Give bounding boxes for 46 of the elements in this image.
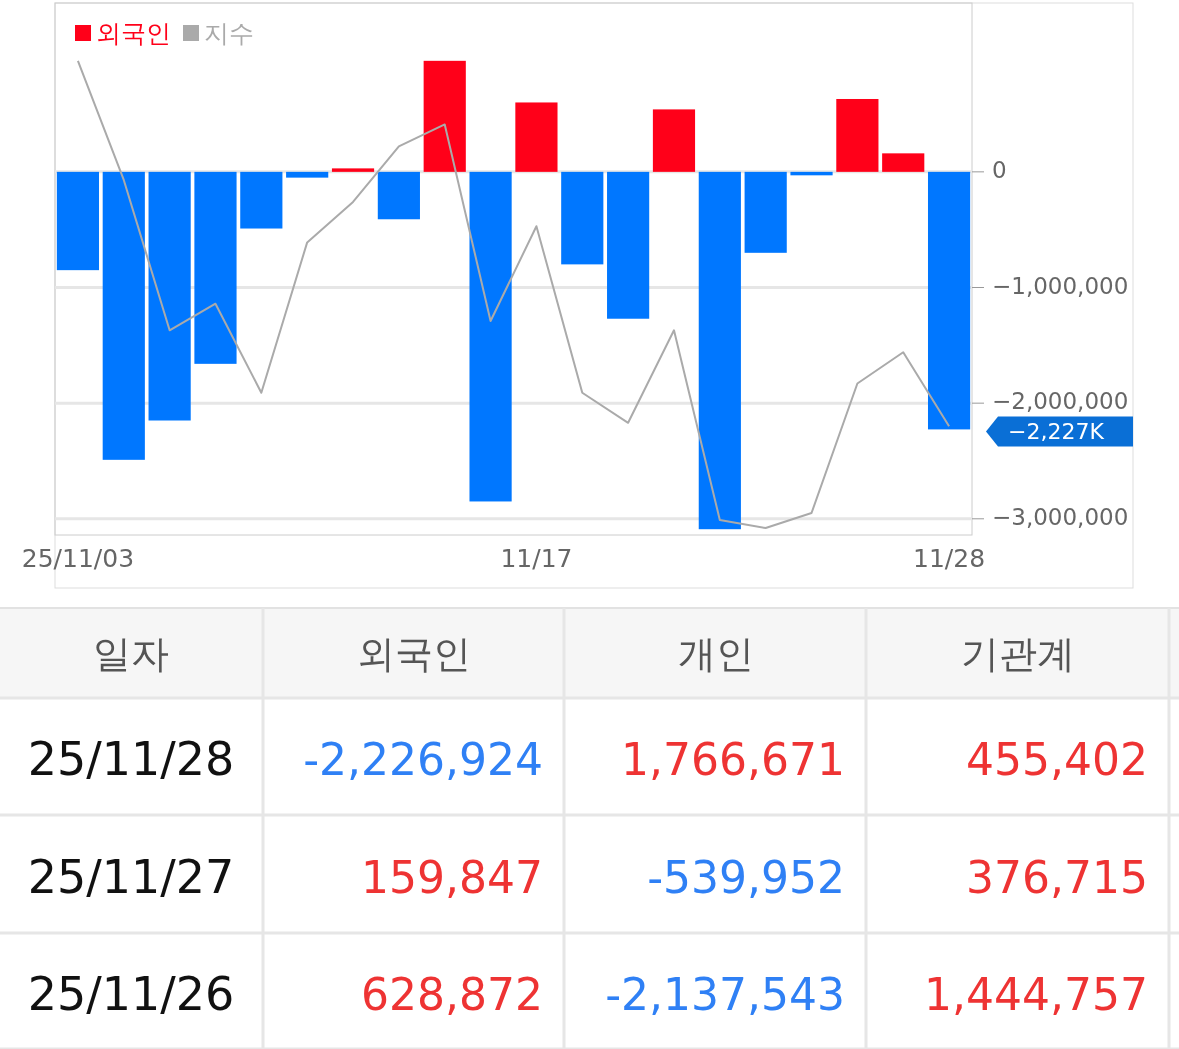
text: -2,137,543 — [605, 968, 845, 1020]
x-tick-label: 11/28 — [913, 544, 986, 573]
x-tick-label: 11/17 — [500, 544, 573, 573]
text: 1,444,757 — [924, 968, 1148, 1020]
bar — [927, 171, 971, 430]
text: 376,715 — [966, 851, 1148, 903]
bar — [744, 171, 787, 253]
bar — [56, 171, 100, 271]
text: -2,226,924 — [303, 733, 543, 785]
bar — [102, 171, 145, 460]
line-series — [76, 59, 951, 530]
text: 159,847 — [361, 851, 543, 903]
bar — [148, 171, 191, 421]
bar — [377, 171, 420, 220]
text: 일자 — [93, 632, 169, 676]
bar — [836, 98, 879, 172]
text: 628,872 — [361, 968, 543, 1020]
y-tick-label: −1,000,000 — [992, 272, 1129, 299]
bar — [561, 171, 604, 265]
legend-label: 지수 — [204, 19, 254, 48]
bar — [607, 171, 650, 319]
text: −2,227K — [1008, 419, 1105, 445]
bar — [331, 168, 375, 172]
y-tick-label: −3,000,000 — [992, 503, 1129, 530]
y-tick-label: −2,000,000 — [992, 388, 1129, 415]
y-tick-label: 0 — [992, 156, 1007, 183]
text: 개인 — [678, 632, 754, 676]
text: 1,766,671 — [621, 733, 845, 785]
text: 기관계 — [961, 632, 1075, 676]
text: 455,402 — [966, 733, 1148, 785]
text: 외국인 — [357, 632, 471, 676]
bar — [652, 109, 696, 172]
bar — [469, 171, 512, 502]
bar — [240, 171, 283, 229]
text: 25/11/26 — [27, 966, 235, 1021]
text: -539,952 — [647, 851, 845, 903]
bar — [515, 102, 558, 172]
bar — [698, 171, 741, 530]
bar — [882, 153, 925, 172]
text: 25/11/27 — [27, 849, 235, 904]
text: 25/11/28 — [27, 731, 235, 786]
bar — [286, 171, 329, 178]
bar — [423, 60, 466, 172]
bar — [194, 171, 237, 364]
x-tick-label: 25/11/03 — [21, 544, 135, 573]
legend-label: 외국인 — [96, 19, 171, 48]
